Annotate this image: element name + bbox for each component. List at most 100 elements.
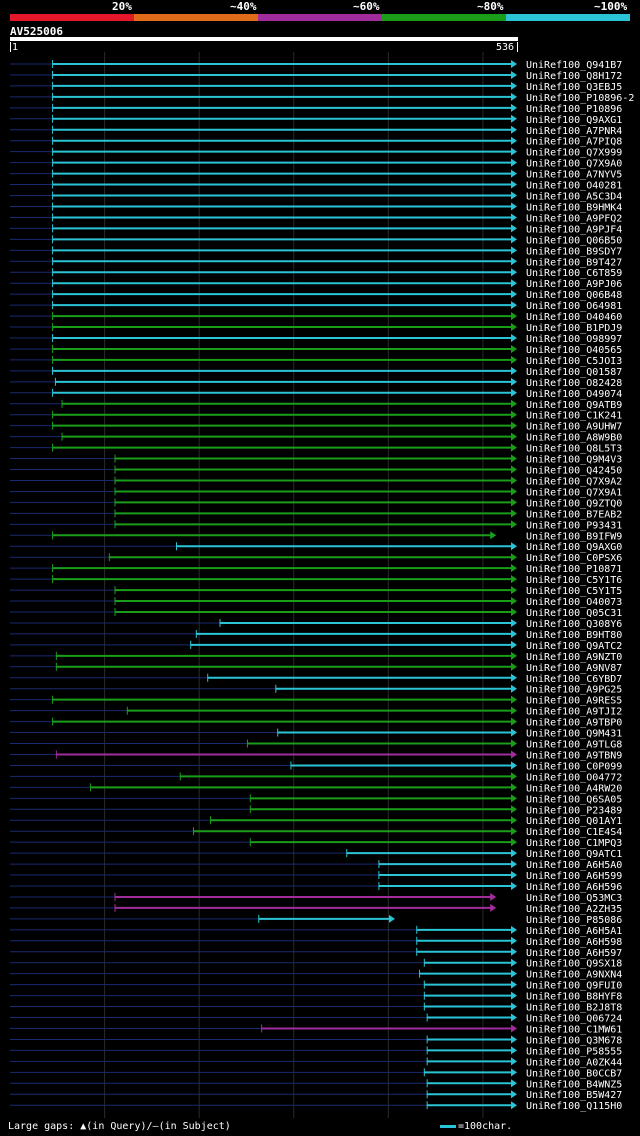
hit-label[interactable]: UniRef100_Q01AY1 bbox=[526, 816, 622, 827]
hit-row[interactable]: UniRef100_Q9ATC2 bbox=[10, 640, 622, 652]
hit-label[interactable]: UniRef100_O40073 bbox=[526, 597, 622, 608]
hit-label[interactable]: UniRef100_P58555 bbox=[526, 1046, 622, 1057]
hit-label[interactable]: UniRef100_O40565 bbox=[526, 345, 622, 356]
hit-row[interactable]: UniRef100_B9SDY7 bbox=[10, 246, 622, 257]
hit-label[interactable]: UniRef100_A9TLG8 bbox=[526, 740, 622, 751]
hit-row[interactable]: UniRef100_P85086 bbox=[10, 914, 622, 926]
hit-row[interactable]: UniRef100_P23489 bbox=[10, 805, 622, 816]
hit-label[interactable]: UniRef100_C1E4S4 bbox=[526, 827, 622, 838]
hit-row[interactable]: UniRef100_A7PNR4 bbox=[10, 126, 622, 137]
hit-label[interactable]: UniRef100_Q308Y6 bbox=[526, 619, 622, 630]
hit-label[interactable]: UniRef100_A9PJ06 bbox=[526, 279, 622, 290]
hit-row[interactable]: UniRef100_A5C3D4 bbox=[10, 191, 622, 203]
hit-label[interactable]: UniRef100_Q01587 bbox=[526, 367, 622, 378]
hit-row[interactable]: UniRef100_Q05C31 bbox=[10, 608, 622, 619]
hit-row[interactable]: UniRef100_Q06B50 bbox=[10, 235, 622, 246]
hit-row[interactable]: UniRef100_A9PJF4 bbox=[10, 224, 622, 235]
hit-label[interactable]: UniRef100_Q8L5T3 bbox=[526, 444, 622, 455]
hit-row[interactable]: UniRef100_P10896 bbox=[10, 103, 622, 115]
hit-row[interactable]: UniRef100_B9IFW9 bbox=[10, 531, 622, 542]
hit-row[interactable]: UniRef100_Q9SX18 bbox=[10, 958, 622, 970]
hit-label[interactable]: UniRef100_C5JOI3 bbox=[526, 356, 622, 367]
hit-label[interactable]: UniRef100_B0CCB7 bbox=[526, 1068, 622, 1079]
hit-row[interactable]: UniRef100_P10871 bbox=[10, 564, 622, 575]
hit-row[interactable]: UniRef100_Q308Y6 bbox=[10, 618, 622, 630]
hit-row[interactable]: UniRef100_C0PSX6 bbox=[10, 553, 622, 564]
hit-label[interactable]: UniRef100_A6H5A0 bbox=[526, 860, 622, 871]
hit-label[interactable]: UniRef100_A9NZT0 bbox=[526, 652, 622, 663]
hit-label[interactable]: UniRef100_A9TBP0 bbox=[526, 718, 622, 729]
hit-row[interactable]: UniRef100_B9HT80 bbox=[10, 629, 622, 641]
hit-label[interactable]: UniRef100_A9PG25 bbox=[526, 685, 622, 696]
hit-row[interactable]: UniRef100_A6H597 bbox=[10, 947, 622, 959]
hit-label[interactable]: UniRef100_Q9ATB9 bbox=[526, 400, 622, 411]
hit-label[interactable]: UniRef100_Q06B50 bbox=[526, 235, 622, 246]
hit-label[interactable]: UniRef100_Q7X9A1 bbox=[526, 487, 622, 498]
hit-label[interactable]: UniRef100_A6H5A1 bbox=[526, 926, 622, 937]
hit-label[interactable]: UniRef100_B9HT80 bbox=[526, 630, 622, 641]
hit-label[interactable]: UniRef100_A6H596 bbox=[526, 882, 622, 893]
hit-label[interactable]: UniRef100_A9UHW7 bbox=[526, 422, 622, 433]
hit-row[interactable]: UniRef100_Q9M431 bbox=[10, 728, 622, 740]
hit-label[interactable]: UniRef100_P10896-2 bbox=[526, 93, 634, 104]
hit-label[interactable]: UniRef100_O82428 bbox=[526, 378, 622, 389]
hit-row[interactable]: UniRef100_B5W427 bbox=[10, 1090, 622, 1101]
hit-row[interactable]: UniRef100_Q7X999 bbox=[10, 147, 622, 159]
hit-label[interactable]: UniRef100_A2ZH35 bbox=[526, 904, 622, 915]
hit-row[interactable]: UniRef100_Q9ATC1 bbox=[10, 849, 622, 860]
hit-row[interactable]: UniRef100_A8W9B0 bbox=[10, 432, 622, 444]
hit-row[interactable]: UniRef100_A9PJ06 bbox=[10, 279, 622, 290]
hit-row[interactable]: UniRef100_A9RES5 bbox=[10, 695, 622, 707]
hit-row[interactable]: UniRef100_C5Y1T5 bbox=[10, 586, 622, 597]
hit-row[interactable]: UniRef100_B7EAB2 bbox=[10, 509, 622, 520]
hit-label[interactable]: UniRef100_A6H597 bbox=[526, 948, 622, 959]
hit-label[interactable]: UniRef100_Q115H0 bbox=[526, 1101, 622, 1112]
hit-label[interactable]: UniRef100_C1MW61 bbox=[526, 1024, 622, 1035]
hit-row[interactable]: UniRef100_O82428 bbox=[10, 377, 622, 389]
hit-row[interactable]: UniRef100_A6H598 bbox=[10, 936, 622, 948]
hit-label[interactable]: UniRef100_C5Y1T6 bbox=[526, 575, 622, 586]
hit-row[interactable]: UniRef100_A7NYV5 bbox=[10, 169, 622, 181]
hit-label[interactable]: UniRef100_A9PJF4 bbox=[526, 224, 622, 235]
hit-row[interactable]: UniRef100_O40565 bbox=[10, 344, 622, 356]
hit-label[interactable]: UniRef100_A9TBN9 bbox=[526, 750, 622, 761]
hit-row[interactable]: UniRef100_O64981 bbox=[10, 301, 622, 312]
hit-row[interactable]: UniRef100_Q9AXG1 bbox=[10, 114, 622, 126]
hit-label[interactable]: UniRef100_O04772 bbox=[526, 772, 622, 783]
hit-label[interactable]: UniRef100_B1PDJ9 bbox=[526, 323, 622, 334]
hit-row[interactable]: UniRef100_C1E4S4 bbox=[10, 827, 622, 838]
hit-row[interactable]: UniRef100_C6T859 bbox=[10, 268, 622, 279]
hit-row[interactable]: UniRef100_C1K241 bbox=[10, 410, 622, 422]
hit-row[interactable]: UniRef100_B9T427 bbox=[10, 257, 622, 268]
hit-row[interactable]: UniRef100_Q3EBJ5 bbox=[10, 81, 622, 93]
hit-label[interactable]: UniRef100_A8W9B0 bbox=[526, 433, 622, 444]
hit-label[interactable]: UniRef100_Q42450 bbox=[526, 466, 622, 477]
hit-row[interactable]: UniRef100_Q9ZTQ0 bbox=[10, 498, 622, 509]
hit-label[interactable]: UniRef100_O64981 bbox=[526, 301, 622, 312]
hit-label[interactable]: UniRef100_Q7X999 bbox=[526, 148, 622, 159]
hit-row[interactable]: UniRef100_A4RW20 bbox=[10, 783, 622, 794]
hit-row[interactable]: UniRef100_Q9M4V3 bbox=[10, 454, 622, 466]
hit-row[interactable]: UniRef100_Q7X9A2 bbox=[10, 476, 622, 487]
hit-label[interactable]: UniRef100_C0PSX6 bbox=[526, 553, 622, 564]
hit-label[interactable]: UniRef100_Q9ATC2 bbox=[526, 641, 622, 652]
hit-row[interactable]: UniRef100_A9TBP0 bbox=[10, 717, 622, 729]
hit-row[interactable]: UniRef100_Q01587 bbox=[10, 366, 622, 378]
hit-label[interactable]: UniRef100_Q3M678 bbox=[526, 1035, 622, 1046]
hit-row[interactable]: UniRef100_A9TLG8 bbox=[10, 739, 622, 751]
hit-row[interactable]: UniRef100_C6YBD7 bbox=[10, 673, 622, 685]
hit-label[interactable]: UniRef100_B8HYF8 bbox=[526, 992, 622, 1003]
hit-label[interactable]: UniRef100_O40460 bbox=[526, 312, 622, 323]
hit-row[interactable]: UniRef100_Q8H172 bbox=[10, 70, 622, 82]
hit-label[interactable]: UniRef100_B7EAB2 bbox=[526, 509, 622, 520]
hit-label[interactable]: UniRef100_P85086 bbox=[526, 915, 622, 926]
hit-label[interactable]: UniRef100_B9IFW9 bbox=[526, 531, 622, 542]
hit-row[interactable]: UniRef100_A0ZK44 bbox=[10, 1057, 622, 1068]
hit-row[interactable]: UniRef100_Q7X9A1 bbox=[10, 487, 622, 498]
hit-row[interactable]: UniRef100_P58555 bbox=[10, 1046, 622, 1057]
hit-row[interactable]: UniRef100_A2ZH35 bbox=[10, 903, 622, 915]
hit-row[interactable]: UniRef100_A6H5A0 bbox=[10, 860, 622, 871]
hit-label[interactable]: UniRef100_B9HMK4 bbox=[526, 202, 622, 213]
hit-label[interactable]: UniRef100_Q9AXG1 bbox=[526, 115, 622, 126]
hit-row[interactable]: UniRef100_B1PDJ9 bbox=[10, 323, 622, 334]
